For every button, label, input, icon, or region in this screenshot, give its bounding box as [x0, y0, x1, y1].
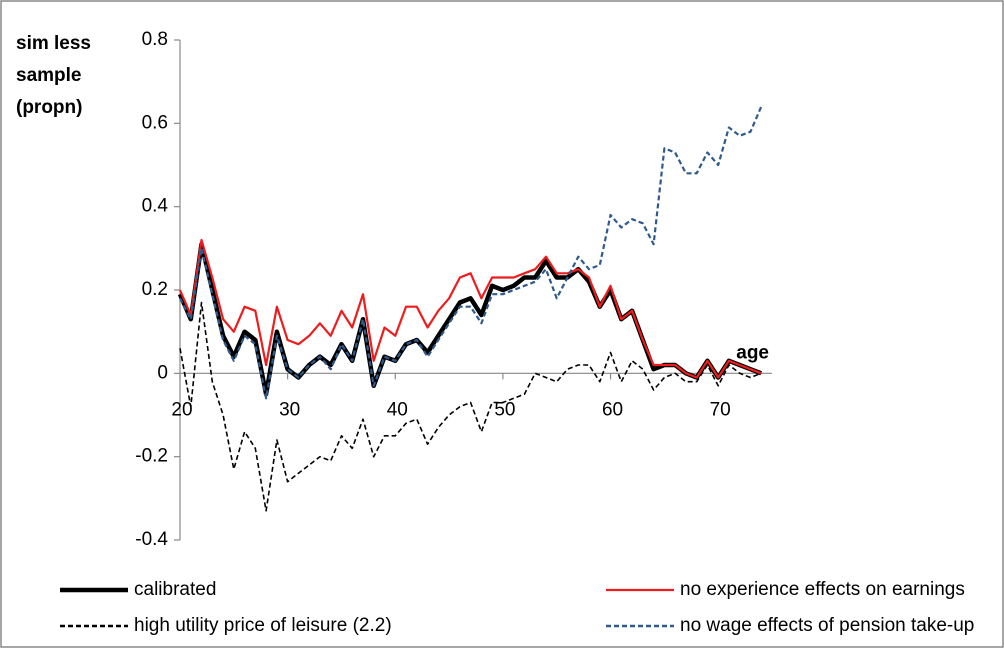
x-tick-label: 60: [602, 399, 623, 420]
legend-label: no experience effects on earnings: [680, 579, 965, 600]
series-line: [179, 106, 763, 400]
y-axis-label: sim less sample (propn): [16, 33, 91, 118]
y-tick-label: -0.4: [135, 529, 168, 550]
x-tick-label: 70: [710, 399, 731, 420]
series-line: [177, 241, 763, 397]
series-line: [179, 301, 762, 512]
y-tick-label: 0: [157, 362, 168, 383]
y-tick-label: 0.2: [142, 279, 168, 300]
x-tick-label: 40: [387, 399, 408, 420]
x-tick-label: 30: [279, 399, 300, 420]
x-axis-label: age: [736, 342, 769, 363]
series-line: [178, 238, 762, 379]
y-tick-label: 0.8: [142, 29, 168, 50]
y-tick-label: -0.2: [135, 446, 168, 467]
legend-label: no wage effects of pension take-up: [680, 615, 974, 636]
legend-label: calibrated: [134, 579, 216, 600]
y-tick-label: 0.6: [142, 112, 168, 133]
y-tick-label: 0.4: [142, 196, 169, 217]
legend-label: high utility price of leisure (2.2): [134, 615, 392, 636]
x-tick-label: 50: [494, 399, 515, 420]
x-tick-label: 20: [171, 399, 192, 420]
